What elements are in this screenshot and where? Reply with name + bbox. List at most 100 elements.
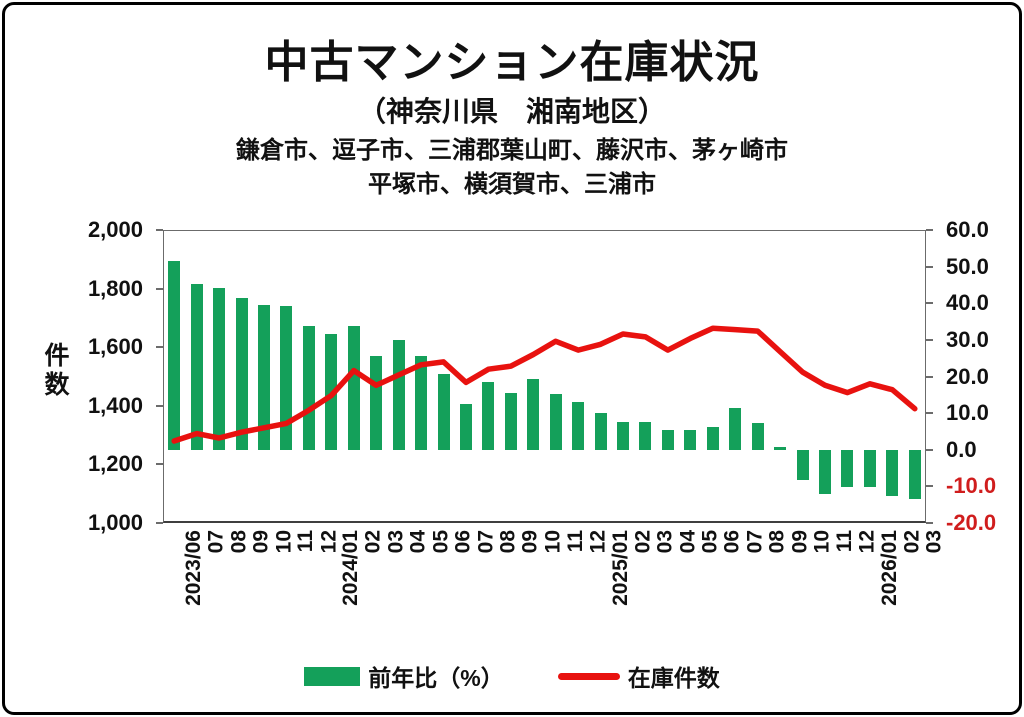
- yoy-bar: [908, 449, 921, 500]
- left-tick-mark: [156, 287, 163, 290]
- right-tick-label: 20.0: [946, 363, 989, 389]
- left-tick-label: 1,600: [87, 334, 143, 360]
- yoy-bar: [549, 394, 562, 450]
- x-tick-label: 02: [361, 530, 385, 554]
- legend-item-yoy: 前年比（%）: [304, 659, 504, 693]
- yoy-bar: [213, 287, 226, 450]
- legend-label-yoy: 前年比（%）: [368, 665, 504, 691]
- yoy-bar: [459, 403, 472, 450]
- x-tick-label: 08: [227, 530, 251, 554]
- x-tick-label: 11: [563, 530, 587, 553]
- yoy-bar: [347, 325, 360, 450]
- left-tick-label: 1,400: [87, 392, 143, 418]
- x-tick-label: 03: [384, 530, 408, 554]
- chart-title: 中古マンション在庫状況: [264, 38, 760, 87]
- x-tick-label: 12: [316, 530, 340, 554]
- x-tick-label: 07: [743, 530, 767, 554]
- right-tick-mark: [926, 338, 933, 341]
- right-tick-label: 40.0: [946, 290, 989, 316]
- yoy-bar: [168, 261, 181, 450]
- yoy-bar: [527, 378, 540, 450]
- left-tick-mark: [156, 346, 163, 349]
- yoy-bar: [594, 412, 607, 450]
- right-tick-label: 60.0: [946, 217, 989, 242]
- yoy-bar: [706, 427, 719, 450]
- right-tick-mark: [926, 412, 933, 415]
- yoy-bar: [302, 326, 315, 450]
- x-tick-label: 09: [788, 530, 812, 554]
- right-tick-label: 30.0: [946, 326, 989, 352]
- left-tick-label: 1,200: [87, 451, 143, 477]
- right-tick-label: -10.0: [946, 473, 997, 499]
- x-tick-label: 04: [675, 530, 699, 554]
- x-tick-label: 06: [451, 530, 475, 554]
- left-axis-title: 件数: [41, 342, 69, 400]
- x-tick-label: 2026/01: [877, 530, 901, 606]
- right-tick-mark: [926, 448, 933, 451]
- x-tick-label: 04: [406, 530, 430, 554]
- yoy-bar: [504, 392, 517, 450]
- yoy-bar: [863, 449, 876, 487]
- legend-label-inventory: 在庫件数: [627, 665, 720, 691]
- yoy-bar: [392, 339, 405, 450]
- yoy-bar: [774, 446, 787, 450]
- x-tick-label: 09: [518, 530, 542, 554]
- x-tick-label: 03: [653, 530, 677, 554]
- x-tick-label: 09: [249, 530, 273, 554]
- right-tick-label: 0.0: [946, 436, 977, 462]
- x-tick-label: 05: [429, 530, 453, 554]
- x-tick-label: 02: [631, 530, 655, 554]
- x-tick-label: 05: [698, 530, 722, 554]
- x-tick-label: 10: [541, 530, 565, 554]
- bar-series-swatch-icon: [304, 666, 361, 686]
- yoy-bar: [639, 421, 652, 450]
- right-tick-mark: [926, 229, 933, 231]
- right-tick-label: -20.0: [946, 510, 997, 535]
- x-tick-label: 11: [833, 530, 857, 553]
- yoy-bar: [190, 284, 203, 450]
- left-tick-label: 1,800: [87, 275, 143, 301]
- yoy-bar: [819, 449, 831, 495]
- x-tick-label: 12: [855, 530, 879, 554]
- legend-item-inventory: 在庫件数: [557, 659, 720, 693]
- right-tick-mark: [926, 485, 933, 488]
- right-tick-label: 10.0: [946, 400, 989, 426]
- x-tick-label: 12: [586, 530, 610, 554]
- yoy-bar: [796, 449, 809, 481]
- chart-subtitle: （神奈川県 湘南地区）: [357, 96, 666, 127]
- x-tick-label: 02: [900, 530, 924, 554]
- x-tick-label: 03: [922, 530, 946, 554]
- line-series-swatch-icon: [557, 672, 620, 680]
- yoy-bar: [841, 449, 854, 487]
- right-tick-mark: [926, 375, 933, 378]
- left-tick-label: 1,000: [87, 510, 143, 535]
- x-tick-label: 2023/06: [182, 530, 206, 606]
- x-tick-label: 2024/01: [339, 530, 363, 606]
- plot-area: [163, 230, 926, 523]
- left-tick-mark: [156, 463, 163, 466]
- left-tick-label: 2,000: [87, 217, 143, 242]
- yoy-bar: [572, 401, 585, 450]
- yoy-bar: [325, 333, 338, 450]
- yoy-bar: [886, 449, 899, 496]
- yoy-bar: [257, 304, 270, 450]
- yoy-bar: [684, 429, 697, 450]
- yoy-bar: [661, 429, 674, 450]
- left-tick-mark: [156, 522, 163, 524]
- x-tick-label: 2025/01: [608, 530, 632, 606]
- right-tick-label: 50.0: [946, 253, 989, 279]
- yoy-bar: [482, 381, 495, 450]
- left-tick-mark: [156, 404, 163, 407]
- yoy-bar: [370, 355, 383, 450]
- yoy-bar: [235, 297, 248, 450]
- legend: 前年比（%） 在庫件数: [0, 660, 1024, 692]
- yoy-bar: [280, 306, 293, 450]
- x-tick-label: 10: [272, 530, 295, 554]
- x-tick-label: 11: [294, 530, 318, 553]
- x-tick-label: 07: [473, 530, 497, 554]
- yoy-bar: [415, 355, 428, 450]
- yoy-bar: [617, 421, 630, 450]
- right-tick-mark: [926, 522, 933, 524]
- yoy-bar: [729, 407, 742, 450]
